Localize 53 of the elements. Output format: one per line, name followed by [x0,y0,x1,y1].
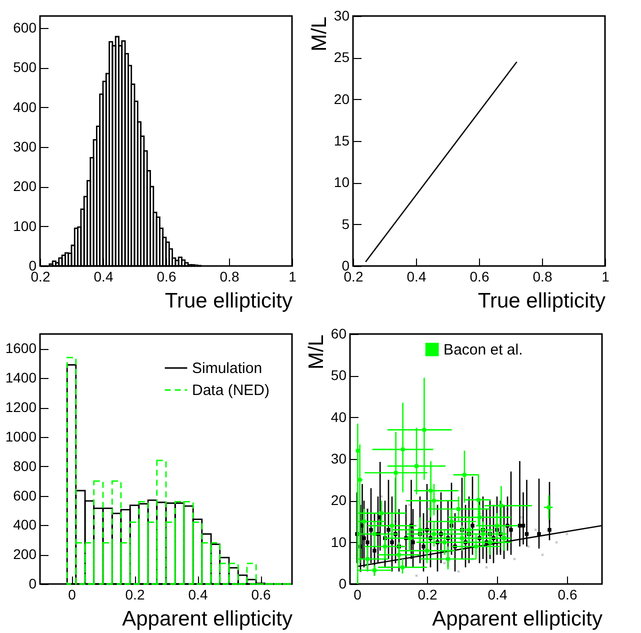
x-tick-label: 1 [288,268,297,284]
x-tick-label: 0 [68,586,76,602]
y-tick-label: 0 [338,576,347,592]
x-axis-title: True ellipticity [164,290,293,312]
y-tick-label: 200 [13,178,37,194]
x-tick-label: 0.8 [532,268,552,284]
legend-label: Simulation [192,360,262,377]
x-tick-label: 0.4 [488,586,508,602]
x-tick-label: 0.2 [418,586,438,602]
y-tick-label: 800 [13,458,37,474]
y-tick-label: 1200 [5,399,37,416]
x-tick-label: 0.4 [406,268,426,284]
y-tick-label: 1000 [5,428,37,444]
x-tick-label: 0.6 [470,268,490,284]
x-axis-title: Apparent ellipticity [122,608,293,630]
y-tick-label: 20 [330,492,347,508]
y-tick-label: 10 [334,174,350,190]
legend-label: Data (NED) [192,382,270,399]
x-tick-label: 0.4 [94,268,114,284]
y-tick-label: 1400 [5,370,37,386]
y-tick-label: 30 [330,450,347,466]
x-tick-label: 0.6 [251,586,271,602]
y-tick-label: 0 [28,576,37,592]
y-tick-label: 60 [330,326,347,342]
x-axis-title: Apparent ellipticity [432,608,603,630]
y-tick-label: 600 [13,487,37,504]
x-tick-label: 0 [354,586,362,602]
y-tick-label: 25 [334,49,350,66]
y-tick-label: 100 [13,218,37,234]
y-tick-label: 5 [342,216,350,232]
y-axis-title: M/L [308,16,331,52]
y-tick-label: 400 [13,98,37,115]
legend-label: Bacon et al. [444,342,523,358]
y-tick-label: 20 [334,90,350,107]
y-tick-label: 40 [330,408,347,425]
x-tick-label: 1 [602,268,610,284]
y-tick-label: 600 [13,19,37,36]
y-tick-label: 10 [330,534,347,550]
y-tick-label: 30 [334,8,350,24]
y-axis-title: M/L [304,334,328,370]
y-tick-label: 400 [13,516,37,533]
x-tick-label: 0.6 [156,268,176,284]
x-tick-label: 0.6 [558,586,578,602]
y-tick-label: 15 [334,132,350,148]
y-tick-label: 300 [13,138,37,154]
x-axis-title: True ellipticity [478,290,606,312]
y-tick-label: 500 [13,59,37,76]
y-tick-label: 50 [330,367,347,384]
x-tick-label: 0.2 [125,586,145,602]
x-tick-label: 0.4 [188,586,208,602]
x-tick-label: 0.8 [220,268,240,284]
y-tick-label: 1600 [5,340,37,356]
y-tick-label: 200 [13,546,37,562]
